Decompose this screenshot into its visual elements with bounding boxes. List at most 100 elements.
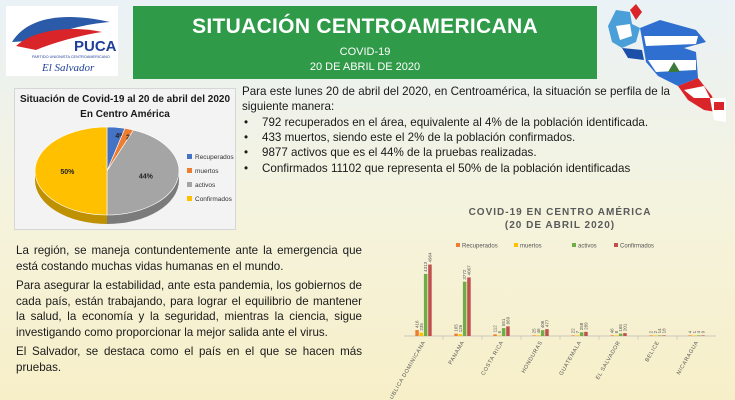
- bar-value-label: 165: [454, 324, 459, 332]
- bar-el-salvador-confirmados: [623, 333, 627, 336]
- bar-nicaragua-muertos: [692, 335, 697, 336]
- bar-honduras-recuperados: [532, 335, 536, 336]
- bullet-text: Confirmados 11102 que representa el 50% …: [262, 161, 631, 175]
- bar-republica-dominicana-confirmados: [428, 264, 432, 336]
- paragraph-region: La región, se maneja contundentemente an…: [16, 244, 362, 273]
- page-title: SITUACIÓN CENTROAMERICANA: [192, 15, 538, 38]
- pie-legend-swatch-recuperados: [187, 154, 192, 159]
- bullet-dot: •: [244, 131, 249, 145]
- bar-honduras-activos: [540, 330, 545, 336]
- bar-value-label: 3772: [462, 269, 467, 280]
- puca-logo: PUCA PARTIDO UNIONISTA CENTROAMERICANO E…: [6, 6, 118, 76]
- bar-legend-swatch-recuperados: [456, 243, 460, 247]
- bar-el-salvador-muertos: [614, 335, 619, 336]
- bar-value-label: 112: [493, 325, 498, 333]
- pie-chart-title: Situación de Covid-19 al 20 de abril del…: [19, 94, 231, 120]
- bar-legend-swatch-confirmados: [614, 243, 618, 247]
- bullet-confirmados: • Confirmados 11102 que representa el 50%…: [242, 161, 670, 176]
- bar-value-label: 669: [506, 316, 511, 324]
- bar-nicaragua-activos: [696, 335, 701, 336]
- bullet-dot: •: [244, 146, 249, 160]
- bar-value-label: 477: [545, 319, 550, 327]
- pie-legend-label-muertos: muertos: [195, 168, 219, 175]
- bar-guatemala-muertos: [575, 335, 580, 336]
- bar-chart-subtitle: (20 DE ABRIL 2020): [504, 220, 616, 231]
- logo-graphic: PUCA PARTIDO UNIONISTA CENTROAMERICANO E…: [12, 16, 117, 74]
- bar-el-salvador-recuperados: [610, 335, 614, 336]
- bar-legend-swatch-muertos: [514, 243, 518, 247]
- bar-category-label-belice: BELICE: [644, 340, 661, 363]
- bullet-text: 9877 activos que es el 44% de la pruebas…: [262, 146, 537, 160]
- pie-legend-swatch-activos: [187, 182, 192, 187]
- pie-data-label-recuperados: 4%: [115, 133, 126, 140]
- pie-slice-confirmados: [34, 126, 108, 216]
- honduras-flag-band: [644, 36, 698, 46]
- bar-value-label: 4313: [423, 261, 428, 272]
- bar-value-label: 46: [610, 328, 615, 334]
- bar-panama-recuperados: [454, 333, 458, 336]
- bar-value-label: 235: [419, 323, 424, 331]
- pie-chart: 4%2%44%50%RecuperadosmuertosactivosConfi…: [34, 126, 234, 224]
- pie-legend-swatch-confirmados: [187, 196, 192, 201]
- bar-honduras-confirmados: [545, 329, 549, 336]
- bar-republica-dominicana-activos: [423, 273, 428, 336]
- bullet-muertos: • 433 muertos, siendo este el 2% de la po…: [242, 130, 670, 145]
- bar-panama-muertos: [458, 334, 463, 336]
- bar-value-label: 4964: [428, 252, 433, 263]
- logo-swoosh-red: [16, 28, 102, 50]
- bar-legend-label-activos: activos: [578, 244, 597, 250]
- bar-value-label: 289: [584, 322, 589, 330]
- bar-costa-rica-confirmados: [506, 326, 510, 336]
- bar-costa-rica-activos: [501, 328, 506, 336]
- guatemala-flag-center: [616, 24, 632, 40]
- bullet-text: 792 recuperados en el área, equivalente …: [262, 116, 649, 129]
- bar-republica-dominicana-muertos: [419, 332, 424, 336]
- bar-value-label: 258: [579, 322, 584, 330]
- bar-value-label: 46: [536, 328, 541, 334]
- title-banner: SITUACIÓN CENTROAMERICANA COVID-19 20 DE…: [133, 6, 597, 79]
- bar-value-label: 8: [614, 330, 619, 333]
- bar-category-label-nicaragua: NICARAGUA: [676, 340, 700, 376]
- page-subtitle: COVID-19: [339, 46, 391, 58]
- bar-category-label-republica-dominicana: REPUBLICA DOMINICANA: [390, 340, 427, 400]
- nicaragua-emblem: [668, 62, 680, 72]
- paragraph-el-salvador: El Salvador, se destaca como el país en …: [16, 345, 362, 374]
- bar-value-label: 126: [458, 324, 463, 332]
- bar-value-label: 14: [657, 328, 662, 334]
- bar-value-label: 22: [571, 328, 576, 334]
- bar-guatemala-confirmados: [584, 331, 588, 336]
- logo-party-name: PARTIDO UNIONISTA CENTROAMERICANO: [32, 55, 110, 59]
- panama-flag-quarter: [714, 102, 724, 110]
- bar-category-label-costa-rica: COSTA RICA: [481, 340, 506, 377]
- bar-value-label: 406: [540, 320, 545, 328]
- bar-legend-label-muertos: muertos: [520, 244, 542, 250]
- bullet-dot: •: [244, 116, 249, 129]
- bar-category-label-honduras: HONDURAS: [521, 340, 544, 374]
- logo-brand: PUCA: [74, 38, 117, 55]
- bar-value-label: 6: [497, 330, 502, 333]
- bar-belice-recuperados: [649, 335, 653, 336]
- bar-value-label: 25: [532, 328, 537, 334]
- bar-category-label-guatemala: GUATEMALA: [559, 340, 584, 377]
- bar-value-label: 4: [688, 330, 693, 333]
- pie-legend-label-recuperados: Recuperados: [195, 154, 234, 161]
- bar-nicaragua-recuperados: [688, 335, 692, 336]
- bar-republica-dominicana-recuperados: [415, 330, 419, 336]
- pie-legend-label-confirmados: Confirmados: [195, 196, 233, 203]
- bar-value-label: 201: [623, 323, 628, 331]
- el-salvador-flag-shape: [622, 48, 644, 60]
- bullet-dot: •: [244, 161, 249, 175]
- bar-value-label: 2: [653, 330, 658, 333]
- context-paragraphs: La región, se maneja contundentemente an…: [16, 243, 362, 379]
- bar-legend-swatch-activos: [572, 243, 576, 247]
- pie-legend-label-activos: activos: [195, 182, 216, 189]
- bar-value-label: 7: [575, 330, 580, 333]
- bar-guatemala-recuperados: [571, 335, 575, 336]
- bar-belice-muertos: [653, 335, 658, 336]
- bar-legend-label-confirmados: Confirmados: [620, 244, 654, 250]
- logo-country: El Salvador: [41, 62, 95, 74]
- bar-value-label: 4067: [467, 265, 472, 276]
- bullet-text: 433 muertos, siendo este el 2% de la pob…: [262, 131, 576, 145]
- bar-costa-rica-recuperados: [493, 334, 497, 336]
